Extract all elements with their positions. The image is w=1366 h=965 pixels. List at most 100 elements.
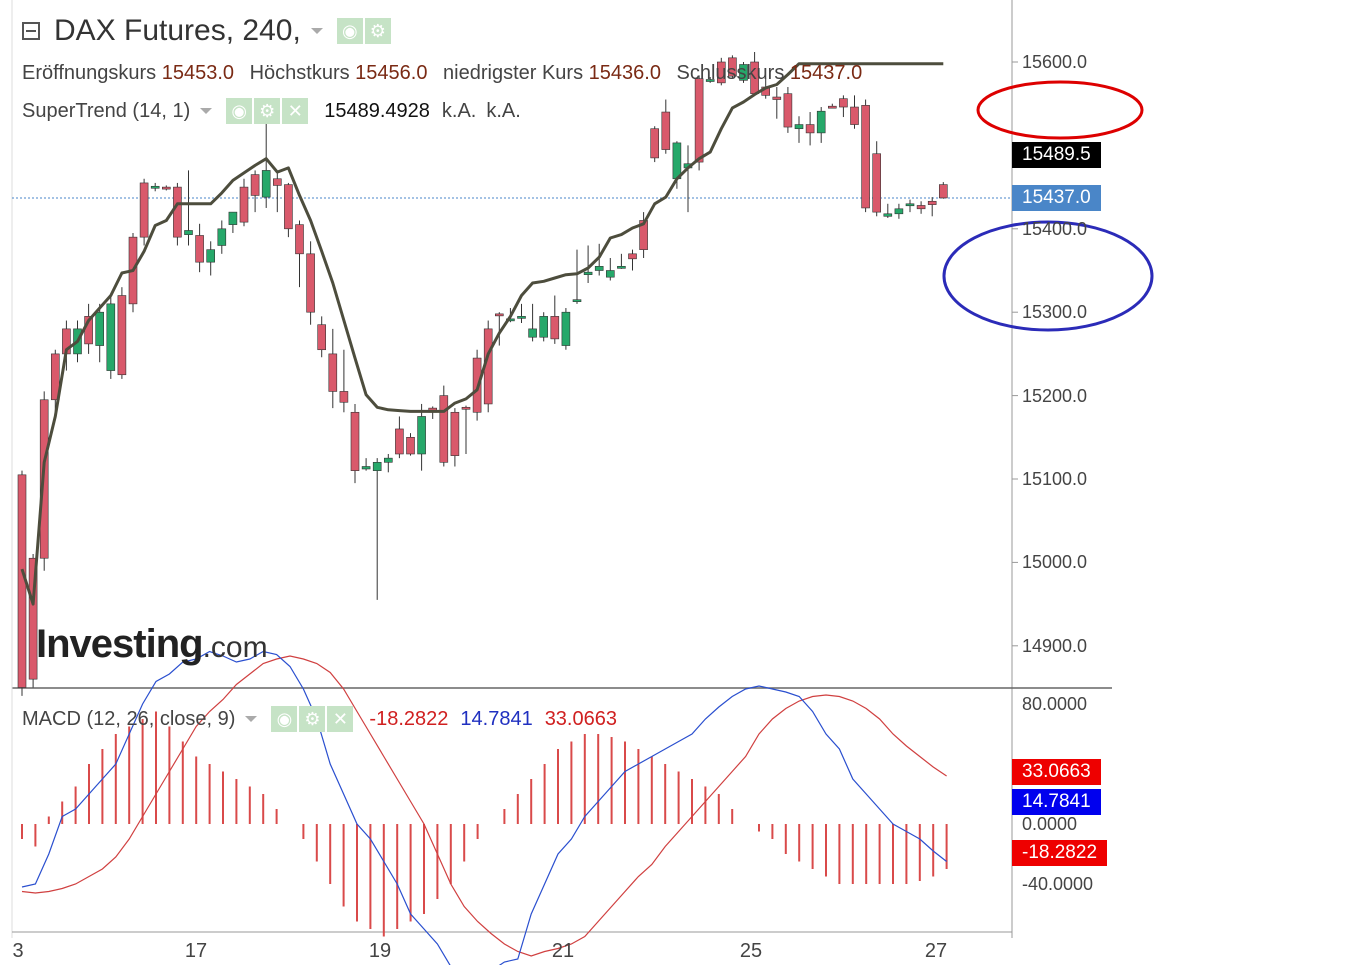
candle-body [827, 105, 837, 109]
macd-legend: MACD (12, 26, close, 9) ◉ ⚙ ✕ -18.2822 1… [22, 706, 617, 732]
candle-body [883, 213, 893, 217]
candle-body [805, 124, 815, 134]
candle-body [461, 406, 471, 410]
candle-body [361, 466, 371, 470]
candle-body [272, 178, 282, 186]
price-tick: 15200.0 [1022, 386, 1088, 406]
macd-tick: 0.0000 [1022, 814, 1078, 834]
candle-body [550, 316, 560, 340]
candle-body [250, 174, 260, 196]
last-price-tag: 15437.0 [1012, 185, 1101, 211]
gear-icon[interactable]: ⚙ [254, 98, 281, 124]
candle-body [716, 61, 726, 84]
supertrend-label: SuperTrend (14, 1) [22, 99, 191, 122]
candle-body [672, 142, 682, 180]
candle-body [605, 270, 615, 278]
candle-body [328, 353, 338, 392]
candle-body [628, 253, 637, 260]
close-value: 15437.0 [789, 62, 863, 84]
chart-title: DAX Futures, 240, [54, 14, 301, 47]
candle-body [450, 411, 460, 456]
candle-body [739, 64, 748, 81]
candle-body [583, 271, 593, 275]
candle-body [150, 185, 160, 189]
candle-body [217, 228, 227, 246]
candle-body [872, 153, 882, 213]
candle-body [783, 93, 793, 128]
candle-body [861, 105, 870, 209]
candle-body [561, 311, 571, 346]
candle-body [239, 186, 249, 223]
candle-body [295, 224, 304, 255]
candle-body [517, 316, 526, 319]
candle-body [395, 428, 404, 455]
candle-body [938, 184, 948, 199]
chevron-down-icon[interactable] [200, 108, 213, 114]
gear-icon[interactable]: ⚙ [299, 706, 326, 732]
eye-icon[interactable]: ◉ [271, 706, 298, 732]
collapse-icon[interactable] [22, 22, 40, 40]
candle-body [816, 110, 826, 134]
eye-icon[interactable]: ◉ [226, 98, 253, 124]
open-value: 15453.0 [161, 62, 235, 84]
candle-body [162, 186, 171, 190]
x-label: 3 [12, 940, 24, 962]
chart-title-row: DAX Futures, 240, ◉ ⚙ [22, 14, 393, 48]
candle-body [728, 57, 737, 77]
candle-body [617, 266, 626, 269]
candle-body [916, 205, 926, 210]
candle-body [572, 299, 582, 302]
supertrend-legend: SuperTrend (14, 1) ◉ ⚙ ✕ 15489.4928 k.A.… [22, 98, 521, 124]
candle-body [839, 98, 848, 108]
macd-signal-value: 33.0663 [544, 707, 617, 730]
close-icon[interactable]: ✕ [282, 98, 309, 124]
macd-label: MACD (12, 26, close, 9) [22, 707, 236, 730]
candle-body [284, 184, 293, 230]
chevron-down-icon[interactable] [245, 716, 258, 722]
x-label: 17 [184, 940, 208, 962]
candle-body [306, 253, 315, 313]
close-icon[interactable]: ✕ [327, 706, 354, 732]
gear-icon[interactable]: ⚙ [364, 18, 391, 44]
price-tick: 15100.0 [1022, 469, 1088, 489]
ohlc-row: Eröffnungskurs 15453.0 Höchstkurs 15456.… [22, 62, 872, 85]
macd-line-value: 14.7841 [460, 707, 533, 730]
macd-signal-tag: 33.0663 [1012, 759, 1101, 785]
candle-body [228, 211, 238, 225]
candle-body [117, 295, 127, 376]
candle-body [339, 391, 349, 403]
candle-body [439, 395, 449, 463]
candle-body [372, 462, 382, 471]
low-label: niedrigster Kurs [443, 62, 584, 84]
candle-body [539, 316, 549, 338]
chevron-down-icon[interactable] [310, 28, 323, 34]
close-label: Schlusskurs [676, 62, 785, 84]
macd-line [21, 650, 947, 965]
price-tick: 14900.0 [1022, 636, 1088, 656]
candle-body [850, 106, 859, 125]
candle-body [28, 557, 38, 680]
candle-body [383, 457, 393, 463]
high-label: Höchstkurs [249, 62, 350, 84]
candle-body [261, 170, 271, 198]
macd-hist-value: -18.2822 [369, 707, 449, 730]
supertrend-na-1: k.A. [441, 99, 477, 122]
supertrend-price-tag: 15489.5 [1012, 142, 1101, 168]
price-tick: 15400.0 [1022, 219, 1088, 239]
candle-body [417, 416, 426, 455]
candle-body [661, 111, 671, 150]
investing-logo: Investing.com [36, 622, 268, 666]
supertrend-value: 15489.4928 [324, 99, 430, 122]
open-label: Eröffnungskurs [22, 62, 157, 84]
candle-body [650, 128, 660, 159]
candle-body [694, 78, 704, 163]
candle-body [206, 249, 215, 263]
candle-body [106, 303, 116, 371]
candle-body [173, 186, 182, 238]
x-label: 27 [924, 940, 948, 962]
macd-tick: 80.0000 [1022, 694, 1088, 714]
eye-icon[interactable]: ◉ [336, 18, 363, 44]
price-tick: 15600.0 [1022, 52, 1088, 72]
candle-body [406, 436, 415, 455]
